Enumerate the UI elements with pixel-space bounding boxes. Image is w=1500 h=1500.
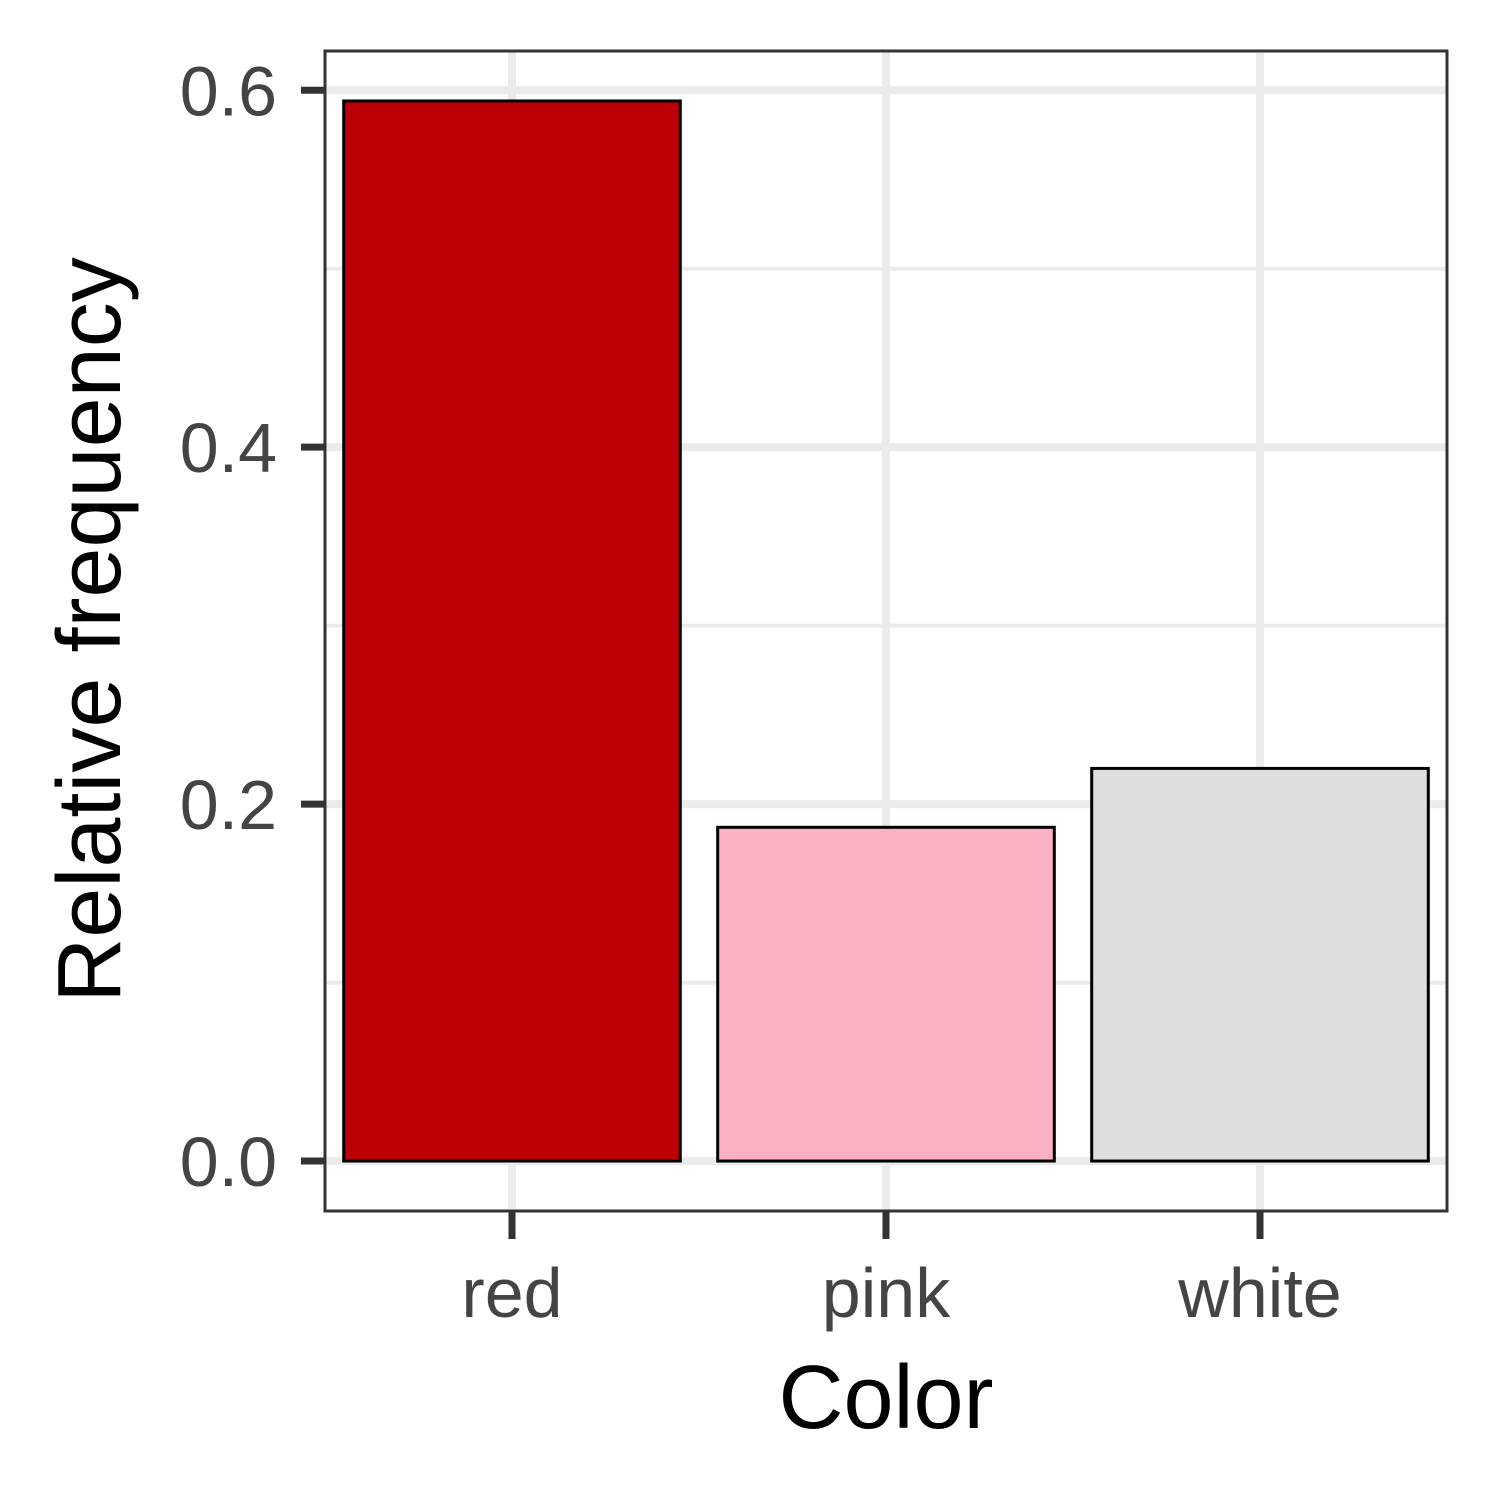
x-axis: red pink white (461, 1211, 1342, 1332)
y-axis-title: Relative frequency (40, 257, 140, 1002)
bar-white (1090, 766, 1430, 1163)
y-axis: 0.0 0.2 0.4 0.6 (180, 52, 325, 1201)
x-tick-label: red (461, 1254, 562, 1332)
y-tick-label: 0.2 (180, 766, 277, 844)
bar-red (342, 99, 682, 1163)
bar-pink (716, 825, 1056, 1163)
x-tick-label: pink (822, 1254, 951, 1332)
y-tick-label: 0.0 (180, 1123, 277, 1201)
bars (342, 99, 1430, 1163)
y-tick-label: 0.4 (180, 409, 277, 487)
x-axis-title: Color (778, 1348, 993, 1448)
x-tick-label: white (1177, 1254, 1341, 1332)
y-tick-label: 0.6 (180, 52, 277, 130)
